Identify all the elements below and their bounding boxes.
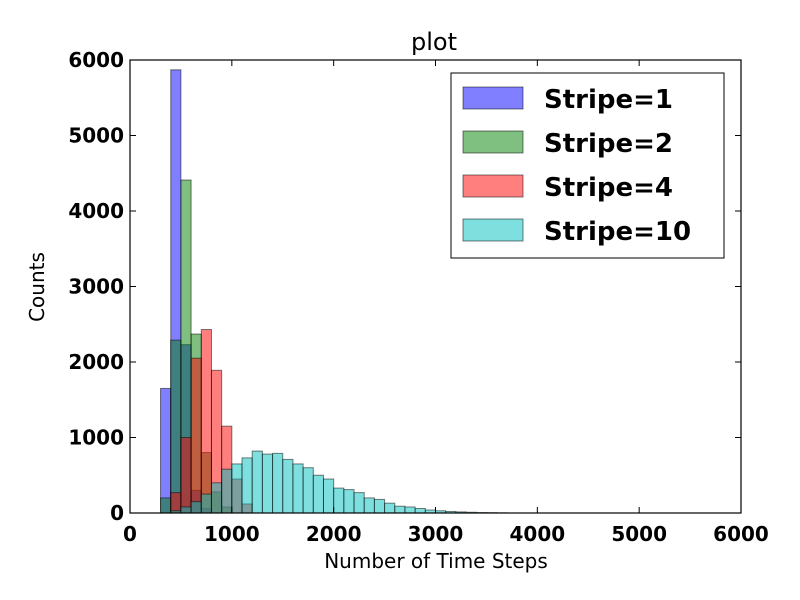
legend-label-2: Stripe=2 [544,129,673,159]
bar-series-4-bin-12 [282,458,294,514]
legend-swatch-2 [462,130,524,154]
bar-series-4-bin-4 [200,493,212,514]
bar-series-1-bin-1 [160,387,172,514]
legend-swatch-4 [462,218,524,242]
bar-series-4-bin-16 [322,478,335,514]
y-axis-label: Counts [25,252,49,322]
y-tick-label-1: 1000 [68,426,124,450]
legend-label-3: Stripe=4 [544,173,673,203]
tick-labels-layer: 0 1000 2000 3000 4000 5000 6000 0 1000 2000 3000 40… [68,48,769,546]
bar-series-4-bin-23 [394,505,406,514]
bar-series-4-bin-22 [384,502,396,514]
bar-series-3-bin-2 [180,437,192,514]
y-tick-label-5: 5000 [68,124,124,148]
bar-series-3-bin-3 [190,357,202,514]
bar-series-4-bin-17 [333,487,345,514]
legend-swatch-1 [462,86,524,110]
bar-series-4-bin-9 [251,450,263,514]
bar-series-4-bin-15 [312,474,324,514]
x-tick-label-3: 3000 [408,522,464,546]
bar-series-4-bin-21 [373,498,386,514]
legend: Stripe=1 Stripe=2 Stripe=4 Stripe=10 [450,72,725,259]
bar-series-4-bin-19 [353,492,365,514]
x-tick-label-6: 6000 [713,522,769,546]
ticks-layer [129,59,742,514]
bar-series-4-bin-11 [272,452,284,514]
bar-series-4-bin-25 [414,507,426,514]
bar-series-4-bin-18 [343,489,355,514]
bar-series-4-bin-8 [241,457,253,514]
bar-series-2-bin-2 [170,339,182,514]
bar-series-3-bin-4 [200,329,212,514]
bar-series-2-bin-1 [160,497,172,514]
bar-series-4-bin-13 [292,463,304,514]
bar-series-4-bin-10 [261,453,274,514]
bar-series-4-bin-2 [180,506,192,514]
bar-series-3-bin-1 [170,492,182,514]
legend-label-4: Stripe=10 [544,217,691,247]
y-tick-label-0: 0 [110,501,124,525]
x-tick-label-2: 2000 [306,522,362,546]
bars-layer [160,69,508,514]
bar-series-4-bin-14 [302,467,314,514]
bar-series-4-bin-5 [210,482,223,514]
x-axis-label: Number of Time Steps [324,549,548,573]
x-tick-label-0: 0 [123,522,137,546]
bar-series-4-bin-6 [221,468,233,514]
y-tick-label-3: 3000 [68,275,124,299]
y-tick-label-4: 4000 [68,199,124,223]
y-tick-label-2: 2000 [68,350,124,374]
bar-series-4-bin-3 [190,501,202,514]
x-tick-label-4: 4000 [509,522,565,546]
bar-series-4-bin-24 [404,506,416,514]
x-tick-label-5: 5000 [611,522,667,546]
bar-series-4-bin-20 [363,497,375,514]
y-tick-label-6: 6000 [68,48,124,72]
legend-label-1: Stripe=1 [544,85,673,115]
legend-swatch-3 [462,174,524,198]
bar-series-4-bin-7 [231,463,243,514]
chart-title: plot [411,28,457,56]
x-tick-label-1: 1000 [204,522,260,546]
